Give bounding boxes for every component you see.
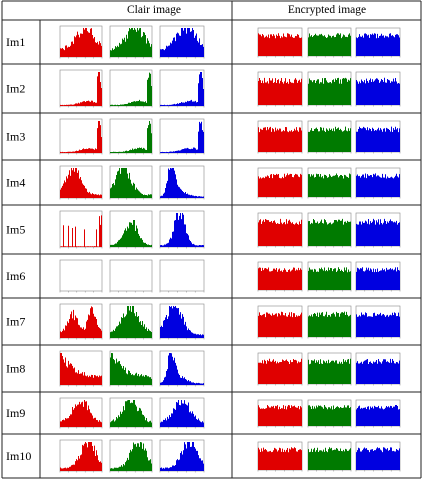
row-label-im5: Im5 (6, 223, 25, 237)
encrypted-histogram-im8-g (307, 352, 352, 386)
clair-histogram-im2-g (109, 69, 153, 108)
clair-histogram-im4-g (109, 165, 153, 200)
encrypted-histogram-im8-b (355, 352, 401, 386)
clair-histogram-im10-r (59, 439, 103, 473)
clair-histogram-im8-r (59, 350, 103, 387)
clair-histogram-im6-g (109, 259, 153, 293)
clair-histogram-im1-b (159, 25, 205, 59)
encrypted-histogram-im10-g (307, 441, 352, 472)
clair-histogram-im1-r (59, 25, 103, 59)
encrypted-histogram-im10-r (257, 441, 303, 472)
clair-histogram-im7-b (159, 303, 205, 340)
clair-histogram-im9-b (159, 397, 205, 429)
encrypted-histogram-im3-b (355, 120, 401, 154)
row-label-im7: Im7 (6, 315, 25, 329)
row-label-im2: Im2 (6, 82, 25, 96)
encrypted-histogram-im4-b (355, 167, 401, 199)
encrypted-histogram-im8-r (257, 352, 303, 386)
row-label-im8: Im8 (6, 362, 25, 376)
encrypted-histogram-im3-g (307, 120, 352, 154)
row-labels: Im1 Im2 Im3 Im4 Im5 Im6 Im7 Im8 Im9 Im10 (6, 35, 31, 463)
clair-histogram-im5-g (109, 210, 153, 249)
row-label-im3: Im3 (6, 130, 25, 144)
clair-histogram-im8-g (109, 350, 153, 387)
clair-histogram-im5-b (159, 210, 205, 249)
row-label-im1: Im1 (6, 35, 25, 49)
row-label-im9: Im9 (6, 406, 25, 420)
clair-histogram-im1-g (109, 25, 153, 59)
encrypted-histogram-im7-r (257, 305, 303, 339)
clair-histogram-im8-b (159, 350, 205, 387)
clair-histogram-im4-r (59, 165, 103, 200)
clair-histogram-im3-g (109, 118, 153, 155)
encrypted-histogram-im6-g (307, 261, 352, 292)
encrypted-histogram-im1-b (355, 27, 401, 58)
clair-histogram-im6-b (159, 259, 205, 293)
encrypted-histogram-im1-r (257, 27, 303, 58)
row-label-im4: Im4 (6, 176, 25, 190)
encrypted-histogram-im1-g (307, 27, 352, 58)
encrypted-histogram-im6-b (355, 261, 401, 292)
clair-histogram-im7-g (109, 303, 153, 340)
clair-histogram-im3-r (59, 118, 103, 155)
clair-histogram-im6-r (59, 259, 103, 293)
encrypted-histogram-im4-r (257, 167, 303, 199)
encrypted-histogram-im7-b (355, 305, 401, 339)
column-header-encrypted: Encrypted image (288, 4, 366, 16)
row-label-im6: Im6 (6, 269, 25, 283)
encrypted-histogram-im9-g (307, 399, 352, 428)
clair-histogram-im9-r (59, 397, 103, 429)
clair-histogram-im7-r (59, 303, 103, 340)
encrypted-histogram-im4-g (307, 167, 352, 199)
column-header-clair: Clair image (127, 4, 181, 16)
clair-histogram-im2-r (59, 69, 103, 108)
clair-histogram-im9-g (109, 397, 153, 429)
encrypted-histogram-im3-r (257, 120, 303, 154)
clair-histogram-im4-b (159, 165, 205, 200)
encrypted-histogram-im2-g (307, 71, 352, 107)
clair-histogram-im5-r (59, 210, 103, 249)
encrypted-histogram-im9-r (257, 399, 303, 428)
encrypted-histogram-im5-b (355, 212, 401, 248)
encrypted-histogram-im5-g (307, 212, 352, 248)
clair-histogram-im10-g (109, 439, 153, 473)
row-label-im10: Im10 (6, 449, 31, 463)
encrypted-histogram-im6-r (257, 261, 303, 292)
encrypted-histogram-im5-r (257, 212, 303, 248)
clair-histogram-im10-b (159, 439, 205, 473)
encrypted-histogram-im2-b (355, 71, 401, 107)
histogram-plots (59, 25, 401, 473)
encrypted-histogram-im7-g (307, 305, 352, 339)
encrypted-histogram-im9-b (355, 399, 401, 428)
clair-histogram-im2-b (159, 69, 205, 108)
clair-histogram-im3-b (159, 118, 205, 155)
encrypted-histogram-im2-r (257, 71, 303, 107)
encrypted-histogram-im10-b (355, 441, 401, 472)
